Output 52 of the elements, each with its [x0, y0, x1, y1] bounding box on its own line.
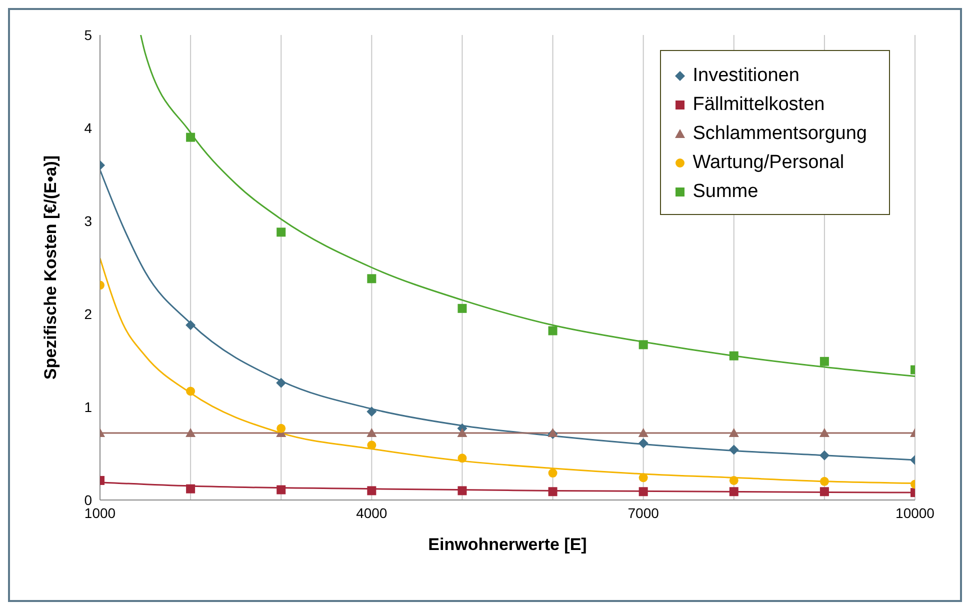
point: [186, 320, 196, 330]
point: [366, 428, 377, 438]
point: [729, 476, 738, 485]
y-tick-label: 1: [84, 398, 92, 415]
x-tick-label: 4000: [356, 504, 388, 521]
point: [819, 450, 830, 460]
y-axis-title: Spezifische Kosten [€/(E•a)]: [41, 155, 60, 380]
x-tick-label: 7000: [628, 504, 660, 521]
point: [458, 486, 467, 496]
legend-label: Fällmittelkosten: [692, 94, 825, 116]
point: [638, 487, 648, 496]
legend-label: Summe: [692, 180, 758, 202]
point: [457, 428, 468, 438]
point: [820, 476, 829, 486]
y-tick-label: 4: [84, 120, 92, 136]
point: [276, 485, 286, 494]
point: [186, 132, 196, 142]
point: [820, 487, 829, 496]
x-axis-title: Einwohnerwerte [E]: [428, 535, 587, 554]
point: [728, 428, 739, 438]
point: [728, 444, 739, 455]
point: [186, 484, 196, 494]
point: [276, 378, 286, 388]
point: [186, 428, 196, 438]
point: [820, 356, 829, 366]
point: [548, 487, 558, 496]
y-tick-label: 5: [84, 26, 92, 43]
point: [638, 473, 648, 482]
point: [367, 440, 376, 450]
point: [186, 386, 196, 396]
point: [366, 406, 377, 417]
point: [276, 424, 286, 433]
x-tick-label: 10000: [896, 504, 935, 521]
point: [729, 487, 738, 496]
point: [276, 228, 286, 237]
point: [367, 274, 376, 284]
point: [729, 351, 738, 360]
point: [458, 304, 467, 313]
legend-label: Investitionen: [692, 64, 800, 86]
point: [638, 438, 648, 448]
point: [548, 326, 558, 336]
point: [819, 428, 830, 438]
y-tick-label: 2: [84, 306, 92, 322]
legend-label: Wartung/Personal: [692, 152, 844, 174]
line-series: [140, 35, 915, 378]
point: [638, 428, 648, 438]
point: [638, 340, 648, 350]
legend-label: Schlammentsorgung: [692, 122, 867, 144]
point: [458, 454, 467, 463]
point: [367, 486, 376, 496]
point: [548, 468, 558, 478]
y-tick-label: 3: [84, 212, 92, 229]
